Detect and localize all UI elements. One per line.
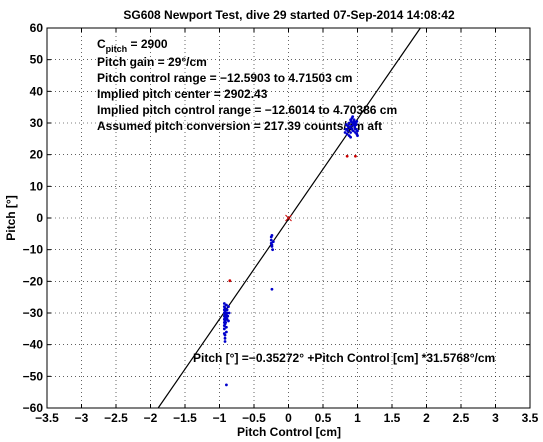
x-tick-label: 2.5 [453,411,470,425]
data-point [222,327,226,331]
x-tick-label: −2 [144,411,158,425]
data-point [223,336,227,340]
annotation-c-pitch-prefix: C [97,37,106,51]
y-tick-label: −30 [23,306,44,320]
x-tick-label: 1 [354,411,361,425]
data-point [225,308,229,312]
annotation-conversion: Assumed pitch conversion = 217.39 counts… [97,119,382,133]
x-tick-label: 3.5 [522,411,539,425]
data-point [346,124,350,128]
y-tick-label: 40 [30,84,44,98]
data-point [349,124,353,128]
x-tick-label: −0.5 [242,411,266,425]
data-points [222,115,359,387]
fit-equation-label: Pitch [°] =−0.35272° +Pitch Control [cm]… [193,351,495,365]
x-tick-label: 1.5 [384,411,401,425]
annotation-implied-range: Implied pitch control range = −12.6014 t… [97,103,397,117]
data-point [349,135,352,139]
data-point [222,332,226,335]
data-point [225,383,228,387]
y-tick-label: 60 [30,21,44,35]
chart-title: SG608 Newport Test, dive 29 started 07-S… [123,8,455,22]
data-point [225,311,229,315]
data-point [271,240,275,244]
x-tick-label: −1.5 [173,411,197,425]
data-point [270,234,274,237]
x-axis-title: Pitch Control [cm] [237,425,341,439]
data-point [224,321,228,324]
data-point [354,123,358,126]
y-tick-label: −50 [23,369,44,383]
annotations: Cpitch = 2900 Pitch gain = 29°/cm Pitch … [97,37,397,133]
data-point [227,311,231,315]
fit-line [157,27,421,409]
y-tick-label: −10 [23,243,44,257]
grid [47,28,530,408]
data-point [227,319,230,323]
y-tick-label: 10 [30,179,44,193]
y-tick-label: 20 [30,148,44,162]
y-tick-label: −60 [23,401,44,415]
data-point [351,129,355,133]
data-point [356,134,359,138]
data-point [347,121,351,125]
y-tick-label: 50 [30,53,44,67]
series-1 [228,154,357,283]
annotation-c-pitch-sub: pitch [106,44,128,54]
data-point [227,305,230,309]
x-tick-label: −3 [75,411,89,425]
data-point [351,115,355,119]
data-point [271,248,275,252]
data-point [355,120,359,123]
x-tick-labels: −3.5 −3 −2.5 −2 −1.5 −1 −0.5 0 0.5 1 1.5 2 2.5 3 3.5 [35,411,539,425]
x-tick-label: −3.5 [35,411,59,425]
annotation-control-range: Pitch control range = −12.5903 to 4.7150… [97,71,352,85]
series-0 [222,115,359,387]
data-point [356,129,359,133]
annotation-c-pitch: Cpitch = 2900 [97,37,168,54]
data-point [269,238,273,242]
data-point [226,314,230,318]
axis-ticks [46,27,531,409]
origin-marker [285,214,292,222]
data-point [343,131,347,134]
data-point [223,340,227,343]
x-tick-label: 0 [285,411,292,425]
data-point [345,132,349,136]
data-point [225,303,228,307]
x-tick-label: −1 [213,411,227,425]
x-tick-label: −2.5 [104,411,128,425]
y-tick-label: −40 [23,338,44,352]
y-axis-title: Pitch [°] [4,195,18,240]
x-tick-label: 2 [423,411,430,425]
y-tick-label: 30 [30,116,44,130]
data-point [228,279,232,283]
data-point [349,131,352,134]
data-point [225,330,228,334]
data-point [354,154,357,158]
data-point [225,325,228,329]
data-point [345,127,349,131]
y-tick-label: −20 [23,274,44,288]
annotation-pitch-gain: Pitch gain = 29°/cm [97,55,207,69]
annotation-implied-center: Implied pitch center = 2902.43 [97,87,268,101]
data-point [222,302,226,305]
y-tick-labels: −60 −50 −40 −30 −20 −10 0 10 20 30 40 50 60 [23,21,44,415]
data-point [345,154,349,158]
data-point [270,287,274,291]
data-point [352,118,356,122]
y-tick-label: 0 [36,211,43,225]
data-point [270,243,274,247]
x-tick-label: 3 [492,411,499,425]
annotation-c-pitch-value: = 2900 [127,37,168,51]
x-tick-label: 0.5 [315,411,332,425]
